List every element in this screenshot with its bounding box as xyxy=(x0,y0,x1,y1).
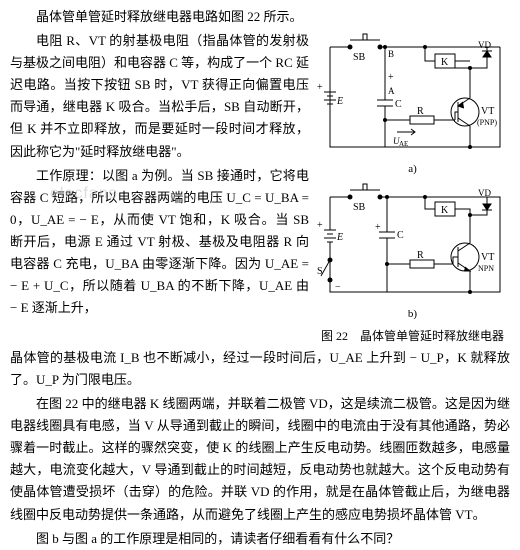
svg-text:VD: VD xyxy=(478,40,491,50)
document-body: 晶体管单管延时释放继电器电路如图 22 所示。 SB B xyxy=(10,6,510,550)
svg-text:C: C xyxy=(395,99,402,110)
svg-text:+: + xyxy=(388,72,394,83)
circuit-a: SB B + C A R xyxy=(315,32,510,179)
paragraph-4: 在图 22 中的继电器 K 线圈两端，并联着二极管 VD，这是续流二极管。这是因… xyxy=(10,393,510,526)
svg-text:VD: VD xyxy=(478,188,491,198)
paragraph-3b: 晶体管的基极电流 I_B 也不断减小，经过一段时间后，U_AE 上升到 − U_… xyxy=(10,347,510,391)
svg-text:−: − xyxy=(335,282,341,293)
paragraph-1: 晶体管单管延时释放继电器电路如图 22 所示。 xyxy=(10,6,510,28)
figure-22: SB B + C A R xyxy=(315,32,510,347)
svg-text:VT: VT xyxy=(481,106,494,117)
svg-text:K: K xyxy=(441,205,449,216)
svg-text:VT: VT xyxy=(481,252,494,263)
label-sb-a: SB xyxy=(353,52,366,63)
svg-text:B: B xyxy=(388,49,394,59)
svg-text:+: + xyxy=(317,82,323,93)
svg-text:SB: SB xyxy=(353,202,366,213)
paragraph-5: 图 b 与图 a 的工作原理是相同的，请读者仔细看看有什么不同？ xyxy=(10,528,510,550)
svg-text:C: C xyxy=(397,230,404,241)
svg-text:R: R xyxy=(417,106,424,117)
circuit-b-label: b) xyxy=(315,305,510,324)
svg-text:A: A xyxy=(388,86,395,96)
svg-text:K: K xyxy=(441,57,449,68)
svg-text:R: R xyxy=(417,250,424,261)
svg-text:+: + xyxy=(375,222,381,233)
svg-text:AE: AE xyxy=(399,140,408,148)
svg-text:E: E xyxy=(336,96,343,107)
circuit-b: SB C + R xyxy=(315,182,510,324)
svg-text:(PNP): (PNP) xyxy=(477,118,497,127)
figure-caption: 图 22 晶体管单管延时释放继电器 xyxy=(315,326,510,346)
circuit-a-label: a) xyxy=(315,160,510,179)
svg-text:+: + xyxy=(317,220,323,231)
svg-text:E: E xyxy=(336,232,343,243)
svg-text:S: S xyxy=(317,266,323,277)
svg-text:NPN: NPN xyxy=(478,264,494,273)
